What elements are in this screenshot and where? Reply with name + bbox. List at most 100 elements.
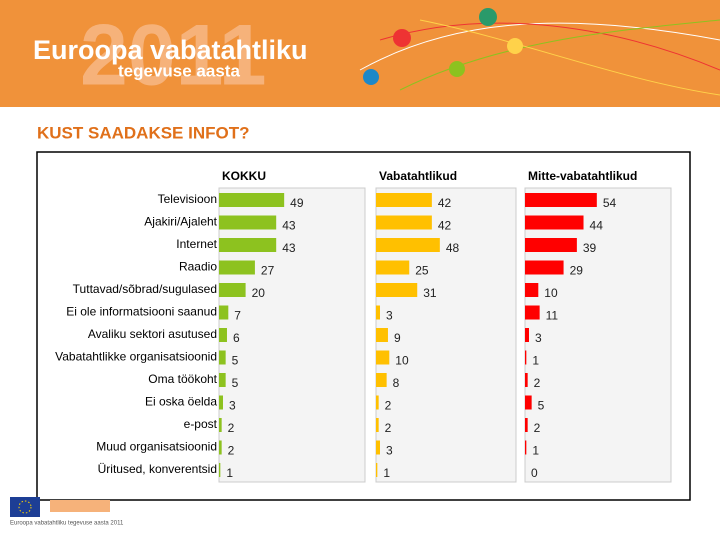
panel-title: KOKKU	[222, 169, 266, 183]
bar	[376, 373, 387, 387]
bar	[525, 440, 527, 455]
value-label: 10	[544, 286, 558, 300]
bar	[219, 350, 226, 365]
value-label: 44	[590, 219, 604, 233]
value-label: 2	[534, 421, 541, 435]
value-label: 42	[438, 219, 452, 233]
banner-dots	[363, 8, 523, 85]
bar	[525, 193, 597, 207]
value-label: 2	[385, 421, 392, 435]
category-label: Tuttavad/sõbrad/sugulased	[73, 282, 217, 296]
value-label: 39	[583, 241, 597, 255]
value-label: 10	[395, 354, 409, 368]
value-label: 31	[423, 286, 437, 300]
bar	[376, 440, 380, 455]
bar	[525, 373, 528, 387]
value-label: 2	[534, 376, 541, 390]
value-label: 48	[446, 241, 460, 255]
bar	[219, 215, 277, 230]
banner	[0, 0, 720, 107]
value-label: 29	[570, 264, 584, 278]
bar	[219, 373, 226, 387]
bar	[219, 463, 221, 477]
banner-title: Euroopa vabatahtliku	[33, 35, 308, 65]
bar	[525, 395, 532, 410]
bar	[376, 305, 380, 320]
bar	[525, 215, 584, 230]
bar	[376, 395, 379, 410]
value-label: 7	[234, 309, 241, 323]
bar	[376, 260, 410, 275]
value-label: 6	[233, 331, 240, 345]
panel-title: Mitte-vabatahtlikud	[528, 169, 637, 183]
bar	[525, 305, 540, 320]
bar	[219, 260, 255, 275]
value-label: 0	[531, 466, 538, 480]
value-label: 2	[228, 421, 235, 435]
bar	[219, 418, 222, 432]
bar	[376, 328, 388, 342]
bar	[525, 350, 527, 365]
bar	[219, 193, 285, 207]
value-label: 1	[226, 466, 233, 480]
bar	[525, 238, 577, 252]
category-label: Ajakiri/Ajaleht	[144, 215, 217, 229]
value-label: 43	[282, 241, 296, 255]
slide-title: KUST SAADAKSE INFOT?	[37, 123, 250, 142]
panel	[375, 187, 517, 483]
category-label: Internet	[176, 237, 217, 251]
category-label: Vabatahtlikke organisatsioonid	[55, 350, 217, 364]
bar	[376, 350, 390, 365]
footer-logo	[10, 497, 110, 517]
panel-title: Vabatahtlikud	[379, 169, 457, 183]
panel	[218, 187, 366, 483]
category-label: Televisioon	[158, 192, 217, 206]
category-label: Muud organisatsioonid	[96, 440, 217, 454]
value-label: 2	[385, 399, 392, 413]
category-label: Ei oska öelda	[145, 395, 217, 409]
value-label: 2	[228, 444, 235, 458]
bar	[525, 260, 564, 275]
value-label: 3	[535, 331, 542, 345]
value-label: 1	[532, 444, 539, 458]
bar	[376, 238, 440, 252]
bar	[376, 418, 379, 432]
value-label: 9	[394, 331, 401, 345]
bar	[219, 440, 222, 455]
value-label: 42	[438, 196, 452, 210]
category-label: Raadio	[179, 260, 217, 274]
value-label: 1	[532, 354, 539, 368]
bar	[219, 238, 277, 252]
panel	[524, 187, 672, 483]
value-label: 25	[415, 264, 429, 278]
bar	[525, 283, 539, 297]
value-label: 5	[538, 399, 545, 413]
bar	[219, 395, 223, 410]
value-label: 1	[383, 466, 390, 480]
category-label: Avaliku sektori asutused	[88, 327, 217, 341]
value-label: 11	[546, 309, 559, 323]
bar	[219, 305, 229, 320]
value-label: 5	[232, 354, 239, 368]
value-label: 5	[232, 376, 239, 390]
value-label: 8	[393, 376, 400, 390]
banner-subtitle: tegevuse aasta	[118, 61, 240, 80]
bar	[219, 283, 246, 297]
value-label: 3	[229, 399, 236, 413]
banner-decoration	[359, 19, 720, 96]
value-label: 3	[386, 444, 393, 458]
value-label: 49	[290, 196, 304, 210]
category-label: Ei ole informatsiooni saanud	[66, 305, 217, 319]
category-label: Oma töökoht	[148, 372, 217, 386]
bar	[376, 463, 378, 477]
value-label: 3	[386, 309, 393, 323]
category-label: e-post	[184, 417, 218, 431]
year-numeral: 2011	[80, 8, 267, 104]
value-label: 20	[252, 286, 266, 300]
bar	[525, 418, 528, 432]
bar	[376, 283, 418, 297]
bar	[219, 328, 227, 342]
value-label: 27	[261, 264, 275, 278]
value-label: 54	[603, 196, 617, 210]
